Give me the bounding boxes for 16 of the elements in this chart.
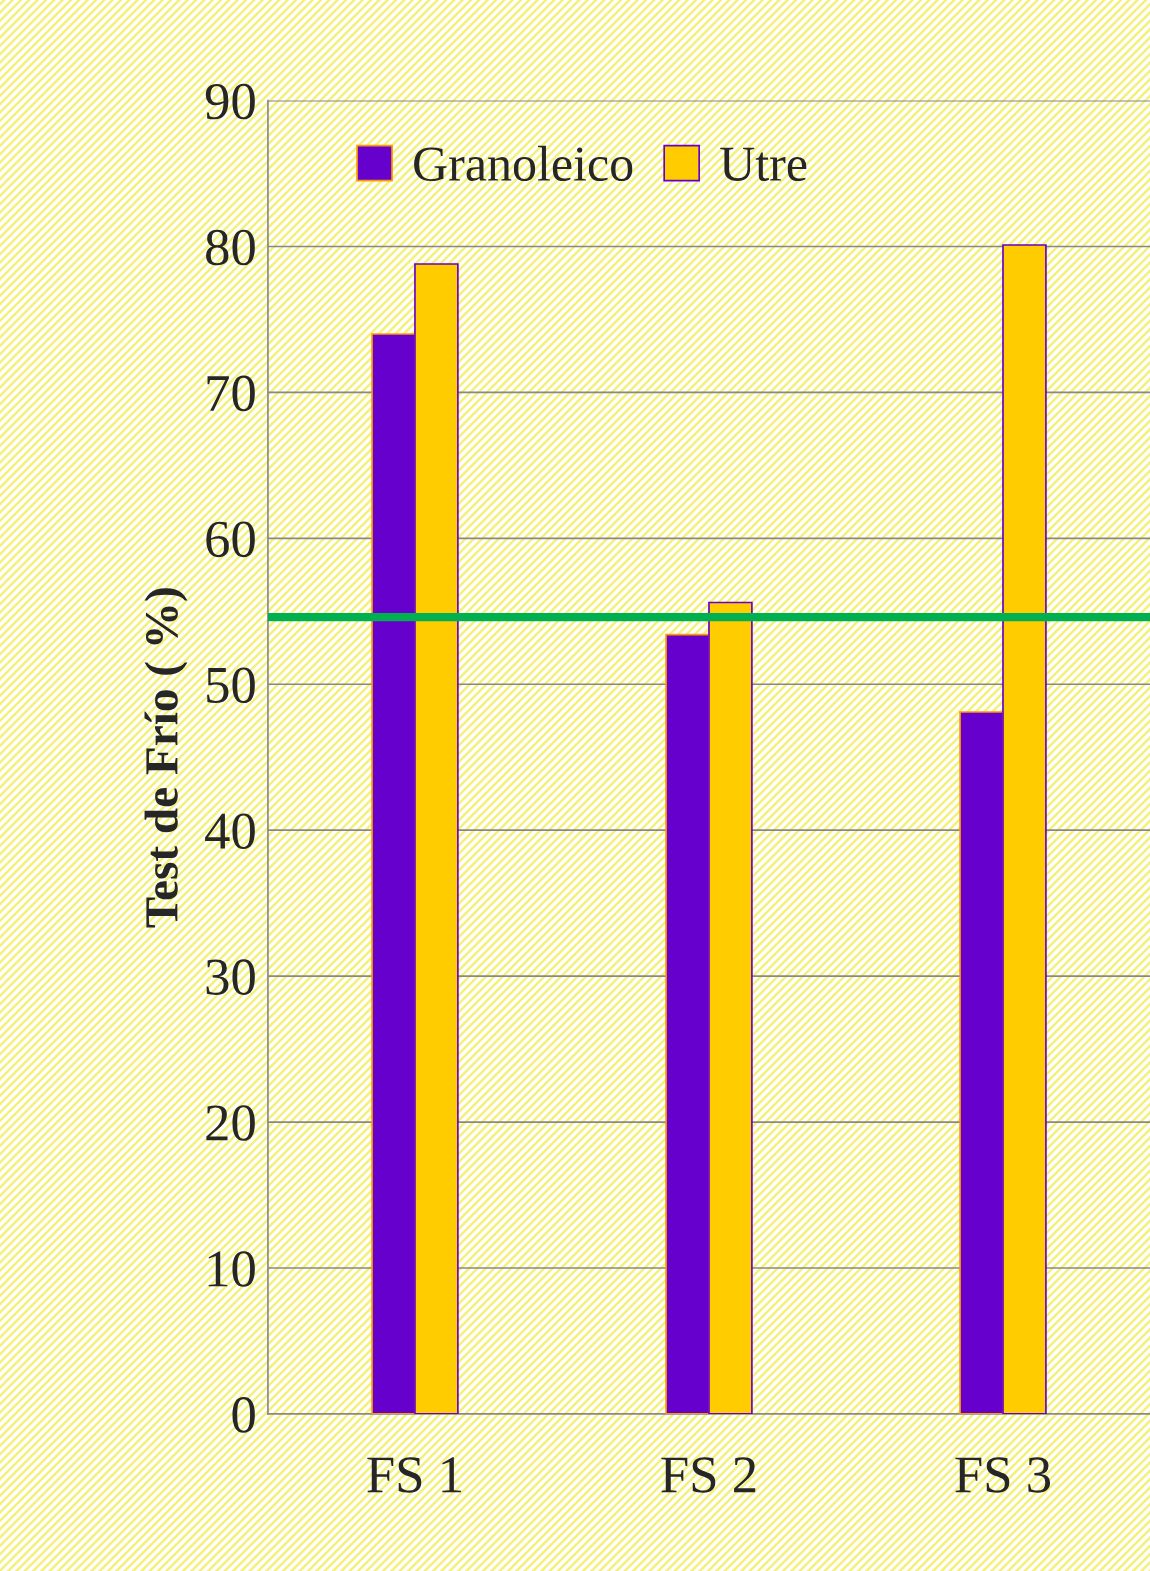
y-tick-label: 0 (232, 1397, 255, 1433)
y-tick-label: 90 (205, 83, 255, 120)
y-tick-label: 30 (206, 959, 255, 995)
y-tick-label: 80 (206, 229, 255, 266)
y-tick-label: 20 (206, 1105, 255, 1141)
y-tick-label: 70 (207, 375, 255, 412)
x-tick-label: FS 1 (367, 1457, 461, 1493)
x-tick-label: FS 3 (955, 1457, 1051, 1493)
y-tick-label: 60 (206, 521, 255, 558)
x-tick-label: FS 2 (661, 1457, 756, 1493)
legend-label: Granoleico (414, 145, 633, 182)
y-axis-title: Test de Frío ( %) (144, 588, 188, 928)
y-tick-label: 40 (205, 813, 255, 850)
legend-label: Utre (720, 147, 807, 182)
y-tick-label: 50 (207, 667, 255, 704)
y-tick-label: 10 (208, 1251, 255, 1287)
